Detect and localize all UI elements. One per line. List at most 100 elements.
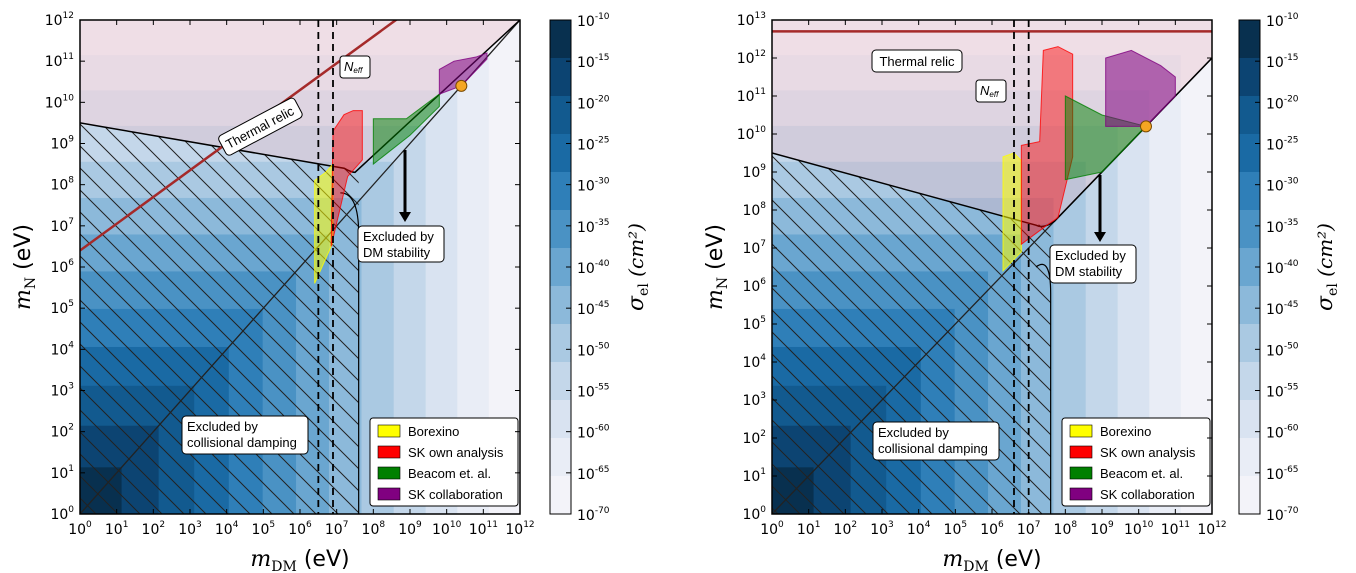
colorbar-segment bbox=[1239, 172, 1260, 211]
colorbar-tick-label: 10-65 bbox=[577, 465, 610, 483]
legend-item: Beacom et. al. bbox=[1069, 466, 1183, 481]
colorbar-segment bbox=[1239, 438, 1260, 477]
colorbar-segment bbox=[550, 362, 571, 401]
legend-label: Beacom et. al. bbox=[408, 466, 491, 481]
legend-swatch bbox=[1069, 466, 1093, 480]
neff-label: Neff bbox=[975, 79, 1007, 103]
y-tick-label: 108 bbox=[50, 176, 74, 194]
colorbar-segment bbox=[1239, 362, 1260, 401]
y-tick-label: 102 bbox=[742, 429, 766, 447]
y-tick-label: 100 bbox=[50, 505, 74, 523]
colorbar-tick-label: 10-35 bbox=[577, 218, 610, 236]
legend-label: SK collaboration bbox=[1100, 487, 1195, 502]
thermal-relic-line bbox=[80, 20, 399, 252]
x-tick-label: 101 bbox=[105, 520, 129, 538]
dm-stability-boundary bbox=[80, 20, 520, 174]
colorbar: 10-10 10-15 10-20 10-25 10-30 10-35 10-40 10-45… bbox=[1238, 12, 1299, 524]
legend-swatch bbox=[1069, 445, 1093, 459]
legend-swatch bbox=[377, 466, 401, 480]
y-tick-label: 109 bbox=[50, 135, 74, 153]
plot-area bbox=[80, 20, 520, 514]
colorbar-segment bbox=[550, 400, 571, 439]
legend-swatch bbox=[377, 424, 401, 438]
colorbar-tick-label: 10-15 bbox=[1266, 53, 1299, 71]
x-axis-label: mDM (eV) bbox=[942, 547, 1041, 573]
legend-swatch bbox=[1069, 424, 1093, 438]
marker-point bbox=[455, 79, 468, 92]
colorbar-segment bbox=[1239, 96, 1260, 135]
colorbar-tick-label: 10-55 bbox=[577, 383, 610, 401]
legend-item: SK own analysis bbox=[377, 445, 504, 460]
x-tick-label: 105 bbox=[252, 520, 276, 538]
x-tick-label: 109 bbox=[398, 520, 422, 538]
legend-label: SK collaboration bbox=[408, 487, 503, 502]
colorbar-tick-label: 10-40 bbox=[1266, 259, 1299, 277]
colorbar-segment bbox=[550, 438, 571, 477]
svg-text:Excluded by: Excluded by bbox=[187, 419, 258, 434]
thermal-relic-label: Thermal relic bbox=[871, 49, 963, 73]
y-tick-label: 105 bbox=[50, 299, 74, 317]
colorbar-segment bbox=[550, 20, 571, 59]
svg-text:Excluded by: Excluded by bbox=[363, 229, 434, 244]
y-tick-label: 101 bbox=[742, 467, 766, 485]
colorbar-segment bbox=[1239, 58, 1260, 97]
legend-item: Borexino bbox=[377, 424, 459, 439]
legend-swatch bbox=[377, 445, 401, 459]
legend-item: SK own analysis bbox=[1069, 445, 1196, 460]
x-tick-label: 1012 bbox=[505, 520, 534, 538]
colorbar-segment bbox=[550, 58, 571, 97]
colorbar-tick-label: 10-45 bbox=[577, 300, 610, 318]
y-tick-label: 1012 bbox=[45, 11, 74, 29]
y-tick-label: 104 bbox=[50, 340, 74, 358]
colorbar-tick-label: 10-30 bbox=[1266, 177, 1299, 195]
neff-label: Neff bbox=[339, 55, 371, 79]
y-tick-label: 1010 bbox=[737, 125, 767, 143]
y-axis-label: mN (eV) bbox=[11, 224, 39, 310]
legend: Borexino SK own analysis Beacom et. al. SK … bbox=[369, 417, 519, 507]
colorbar-tick-label: 10-10 bbox=[1266, 12, 1299, 30]
x-tick-label: 100 bbox=[68, 520, 92, 538]
y-tick-label: 1013 bbox=[737, 11, 766, 29]
legend-item: Borexino bbox=[1069, 424, 1151, 439]
y-tick-label: 108 bbox=[742, 201, 766, 219]
y-tick-label: 104 bbox=[742, 353, 766, 371]
colorbar-tick-label: 10-65 bbox=[1266, 465, 1299, 483]
y-tick-label: 106 bbox=[742, 277, 766, 295]
svg-text:Thermal relic: Thermal relic bbox=[879, 54, 955, 69]
y-tick-label: 103 bbox=[50, 382, 74, 400]
y-tick-label: 107 bbox=[742, 239, 766, 257]
legend-label: SK own analysis bbox=[1100, 445, 1196, 460]
x-tick-label: 108 bbox=[1054, 520, 1078, 538]
colorbar-tick-label: 10-15 bbox=[577, 53, 610, 71]
colorbar-tick-label: 10-20 bbox=[1266, 94, 1299, 112]
legend-item: SK collaboration bbox=[377, 487, 503, 502]
x-tick-label: 101 bbox=[797, 520, 821, 538]
x-axis-label: mDM (eV) bbox=[250, 547, 349, 573]
colorbar-tick-label: 10-25 bbox=[577, 136, 610, 154]
svg-text:collisional damping: collisional damping bbox=[187, 435, 297, 450]
legend-label: Borexino bbox=[408, 424, 459, 439]
colorbar-segment bbox=[1239, 400, 1260, 439]
colorbar-segment bbox=[1239, 324, 1260, 363]
y-tick-label: 107 bbox=[50, 217, 74, 235]
x-tick-label: 1010 bbox=[1124, 520, 1154, 538]
colorbar-label: σel (cm²) bbox=[1313, 223, 1341, 311]
sk-own-region bbox=[330, 110, 363, 247]
x-tick-label: 100 bbox=[760, 520, 784, 538]
y-tick-label: 1011 bbox=[737, 87, 766, 105]
colorbar-tick-label: 10-70 bbox=[577, 506, 610, 524]
colorbar-segment bbox=[550, 134, 571, 173]
y-tick-label: 100 bbox=[742, 505, 766, 523]
colorbar-segment bbox=[1239, 476, 1260, 515]
excluded-overlay bbox=[80, 20, 520, 173]
x-tick-label: 108 bbox=[362, 520, 386, 538]
colorbar-segment bbox=[550, 476, 571, 515]
colorbar-tick-label: 10-45 bbox=[1266, 300, 1299, 318]
colorbar-tick-label: 10-10 bbox=[577, 12, 610, 30]
y-tick-label: 102 bbox=[50, 423, 74, 441]
